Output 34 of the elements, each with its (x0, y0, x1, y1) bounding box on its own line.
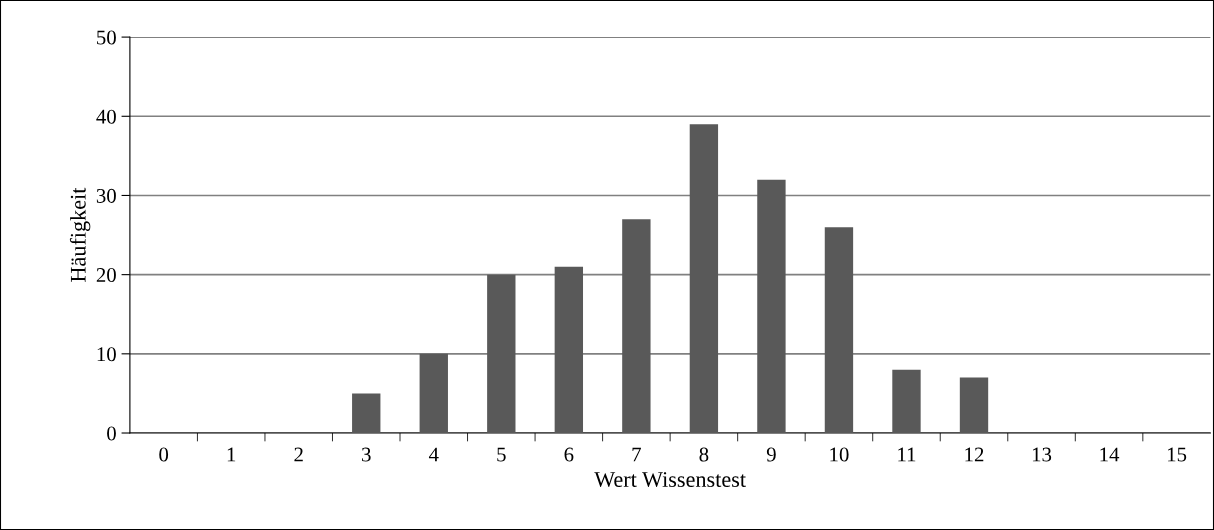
x-tick-label: 7 (632, 447, 641, 462)
x-tick-label: 9 (766, 447, 776, 462)
x-tick-label: 11 (898, 447, 916, 462)
x-tick-label: 13 (1032, 447, 1052, 462)
bar (757, 179, 786, 434)
bar (622, 219, 651, 434)
x-tick-label: 1 (227, 447, 236, 462)
x-tick-label: 5 (497, 447, 506, 462)
x-axis-title: Wert Wissenstest (594, 472, 746, 488)
x-tick-label: 15 (1168, 447, 1187, 462)
x-tick-label: 14 (1100, 447, 1120, 462)
bar (419, 353, 448, 434)
bar (487, 274, 516, 434)
bar (554, 266, 584, 434)
x-tick-label: 12 (965, 447, 984, 462)
x-tick-label: 6 (564, 447, 574, 462)
y-tick-label: 0 (107, 426, 116, 441)
y-axis-title: Häufigkeit (69, 187, 91, 282)
x-tick-label: 2 (294, 447, 303, 462)
x-tick-label: 8 (699, 447, 709, 462)
y-tick-label: 40 (96, 109, 116, 124)
y-tick-label: 20 (96, 268, 116, 283)
x-tick-label: 4 (428, 447, 439, 462)
bar (689, 124, 719, 434)
x-tick-label: 0 (159, 447, 169, 462)
bar (959, 377, 989, 434)
bar (352, 393, 381, 434)
y-tick-label: 10 (97, 347, 116, 362)
bar (892, 369, 921, 434)
x-tick-label: 3 (362, 447, 371, 462)
x-tick-label: 10 (830, 447, 849, 462)
y-tick-label: 30 (96, 188, 116, 203)
bar (824, 227, 854, 434)
y-tick-label: 50 (97, 30, 116, 45)
